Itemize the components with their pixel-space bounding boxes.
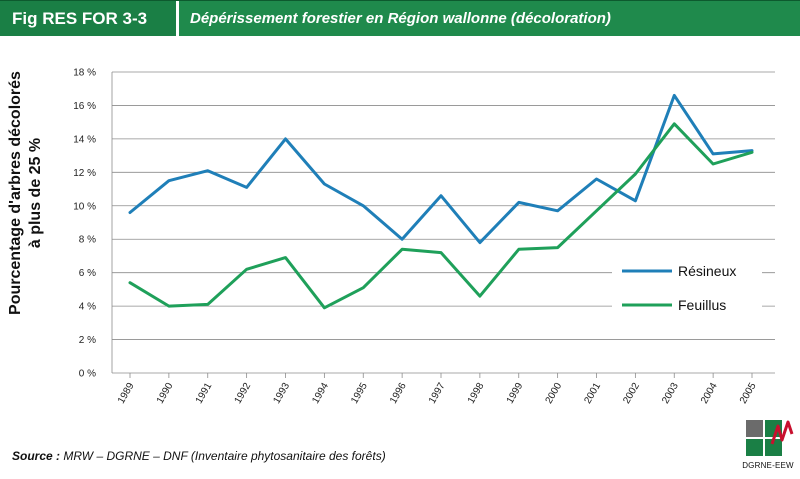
x-tick-label: 2005 (738, 381, 759, 406)
x-tick-label: 2001 (582, 381, 603, 406)
x-tick-label: 1999 (505, 381, 526, 406)
logo-red-mark-icon (770, 420, 794, 445)
figure-tag: Fig RES FOR 3-3 (0, 1, 176, 36)
y-tick-label: 18 % (73, 68, 96, 79)
x-tick-label: 1996 (388, 381, 409, 406)
y-tick-label: 2 % (79, 335, 96, 346)
x-tick-label: 1998 (466, 381, 487, 406)
logo-square-top (765, 420, 782, 437)
y-tick-label: 0 % (79, 369, 96, 380)
source-text: MRW – DGRNE – DNF (Inventaire phytosanit… (60, 449, 386, 463)
x-tick-label: 1997 (427, 381, 448, 406)
logo-text: DGRNE-EEW (742, 461, 794, 470)
x-tick-label: 2004 (699, 381, 720, 406)
y-tick-label: 10 % (73, 201, 96, 212)
x-tick-label: 2000 (544, 381, 565, 406)
legend-label: Résineux (678, 263, 736, 279)
logo-square-grey (746, 420, 763, 437)
x-tick-label: 1995 (349, 381, 370, 406)
y-tick-label: 6 % (79, 268, 96, 279)
x-tick-label: 1994 (310, 381, 331, 406)
series-line-0 (128, 93, 754, 245)
source-note: Source : MRW – DGRNE – DNF (Inventaire p… (12, 449, 386, 463)
y-tick-label: 14 % (73, 134, 96, 145)
x-tick-label: 1989 (116, 381, 137, 406)
header-separator (176, 1, 179, 36)
y-tick-label: 4 % (79, 302, 96, 313)
x-tick-label: 2002 (621, 381, 642, 406)
figure-header: Fig RES FOR 3-3 Dépérissement forestier … (0, 0, 800, 36)
dgrne-logo: DGRNE-EEW (738, 418, 798, 476)
series-line-1 (128, 122, 754, 310)
x-tick-label: 1991 (194, 381, 215, 406)
logo-square-right (765, 439, 782, 456)
y-tick-label: 8 % (79, 235, 96, 246)
legend-label: Feuillus (678, 297, 726, 313)
x-tick-label: 1993 (271, 381, 292, 406)
x-tick-label: 2003 (660, 381, 681, 406)
x-tick-label: 1992 (233, 381, 254, 406)
y-tick-label: 12 % (73, 168, 96, 179)
x-tick-label: 1990 (155, 381, 176, 406)
logo-square-left (746, 439, 763, 456)
figure-title: Dépérissement forestier en Région wallon… (190, 10, 611, 27)
source-label: Source : (12, 449, 61, 463)
y-tick-label: 16 % (73, 101, 96, 112)
